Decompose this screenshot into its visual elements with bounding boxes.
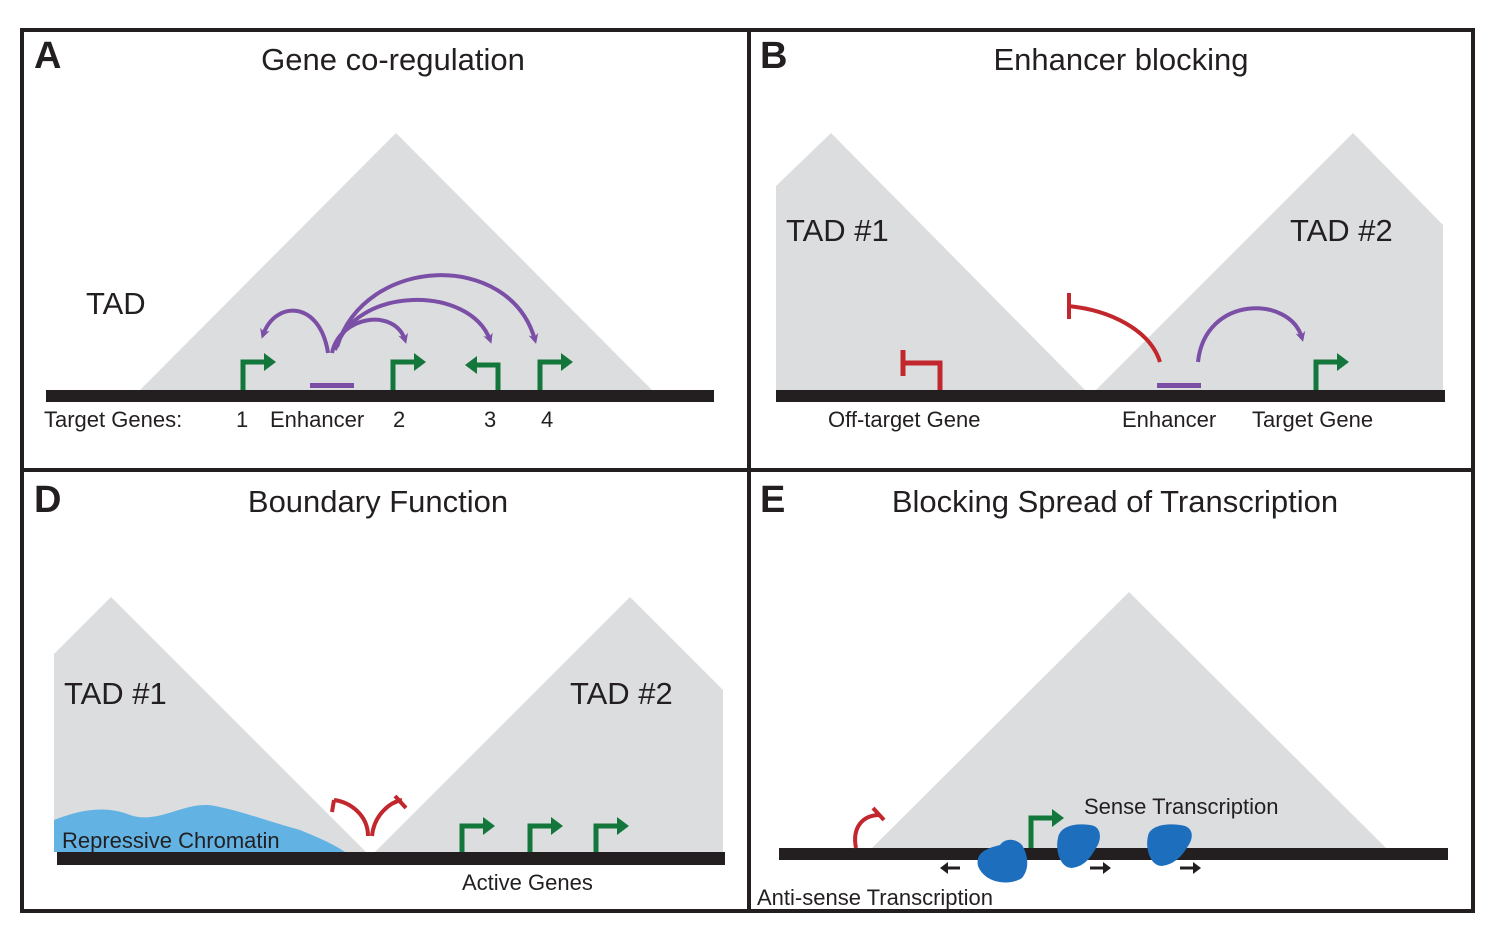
enhancer-label: Enhancer — [270, 407, 364, 432]
promoter-arrow-icon — [537, 353, 573, 390]
tad-2-triangle — [1096, 133, 1443, 390]
chromosome-line — [776, 390, 1445, 402]
panel-b: B Enhancer blocking TAD #1 TAD #2 Off-ta… — [747, 28, 1475, 472]
sense-transcription-label: Sense Transcription — [1084, 794, 1278, 819]
promoter-arrow-icon — [390, 353, 426, 390]
gene-3-label: 3 — [484, 407, 496, 432]
enhancer-mark — [1157, 383, 1201, 388]
panel-e-title: Blocking Spread of Transcription — [892, 484, 1338, 519]
tad-triangle — [140, 133, 652, 390]
panel-e-letter: E — [760, 479, 785, 521]
tad-2-label: TAD #2 — [1290, 213, 1393, 248]
repressive-chromatin-region — [54, 805, 345, 852]
panel-a-title: Gene co-regulation — [261, 42, 525, 77]
insulator-block-icon — [1067, 293, 1162, 363]
promoter-arrow-icon — [240, 353, 276, 390]
polymerase-icon — [1147, 824, 1192, 866]
panel-e-frame — [747, 468, 1475, 913]
enhancer-loop-arrow-icon — [260, 273, 539, 354]
panel-b-title: Enhancer blocking — [993, 42, 1248, 77]
repressive-chromatin-label: Repressive Chromatin — [62, 828, 280, 853]
polymerase-icon — [1057, 824, 1100, 868]
offtarget-gene-label: Off-target Gene — [828, 407, 980, 432]
panel-d-letter: D — [34, 479, 61, 521]
panel-d: D Boundary Function TAD #1 TAD #2 Repres… — [20, 468, 751, 913]
tad-1-triangle — [776, 133, 1085, 390]
sense-direction-arrow-icon — [1090, 862, 1111, 874]
promoter-arrow-icon — [459, 817, 495, 852]
gene-2-label: 2 — [393, 407, 405, 432]
promoter-arrow-icon — [1313, 353, 1349, 390]
promoter-arrow-icon — [593, 817, 629, 852]
promoter-arrow-icon — [527, 817, 563, 852]
insulator-block-icon — [900, 350, 943, 390]
enhancer-mark — [310, 383, 354, 388]
tad-1-label: TAD #1 — [786, 213, 889, 248]
tad-triangle — [872, 592, 1386, 848]
sense-direction-arrow-icon — [1180, 862, 1201, 874]
antisense-transcription-label: Anti-sense Transcription — [757, 885, 993, 910]
panel-a-letter: A — [34, 35, 61, 77]
enhancer-loop-arrow-icon — [1196, 306, 1306, 363]
panel-a: A Gene co-regulation TAD Target Genes: 1… — [20, 28, 751, 472]
tad-1-label: TAD #1 — [64, 676, 167, 711]
enhancer-label: Enhancer — [1122, 407, 1216, 432]
panel-d-title: Boundary Function — [248, 484, 508, 519]
tad-2-triangle — [375, 597, 723, 852]
chromosome-line — [779, 848, 1448, 860]
chromosome-line — [46, 390, 714, 402]
panel-b-letter: B — [760, 35, 787, 77]
gene-1-label: 1 — [236, 407, 248, 432]
target-genes-label: Target Genes: — [44, 407, 182, 432]
gene-4-label: 4 — [541, 407, 553, 432]
insulator-block-icon — [853, 806, 886, 849]
target-gene-label: Target Gene — [1252, 407, 1373, 432]
tad-2-label: TAD #2 — [570, 676, 673, 711]
promoter-arrow-icon — [1028, 809, 1064, 848]
antisense-direction-arrow-icon — [940, 862, 960, 874]
polymerase-icon — [977, 839, 1028, 883]
panel-e: E Blocking Spread of Transcription Sense… — [747, 468, 1475, 913]
promoter-arrow-icon — [465, 356, 501, 390]
active-genes-label: Active Genes — [462, 870, 593, 895]
chromosome-line — [57, 852, 725, 865]
tad-1-triangle — [54, 597, 366, 852]
tad-label: TAD — [86, 286, 146, 321]
insulator-block-icon — [330, 794, 408, 837]
